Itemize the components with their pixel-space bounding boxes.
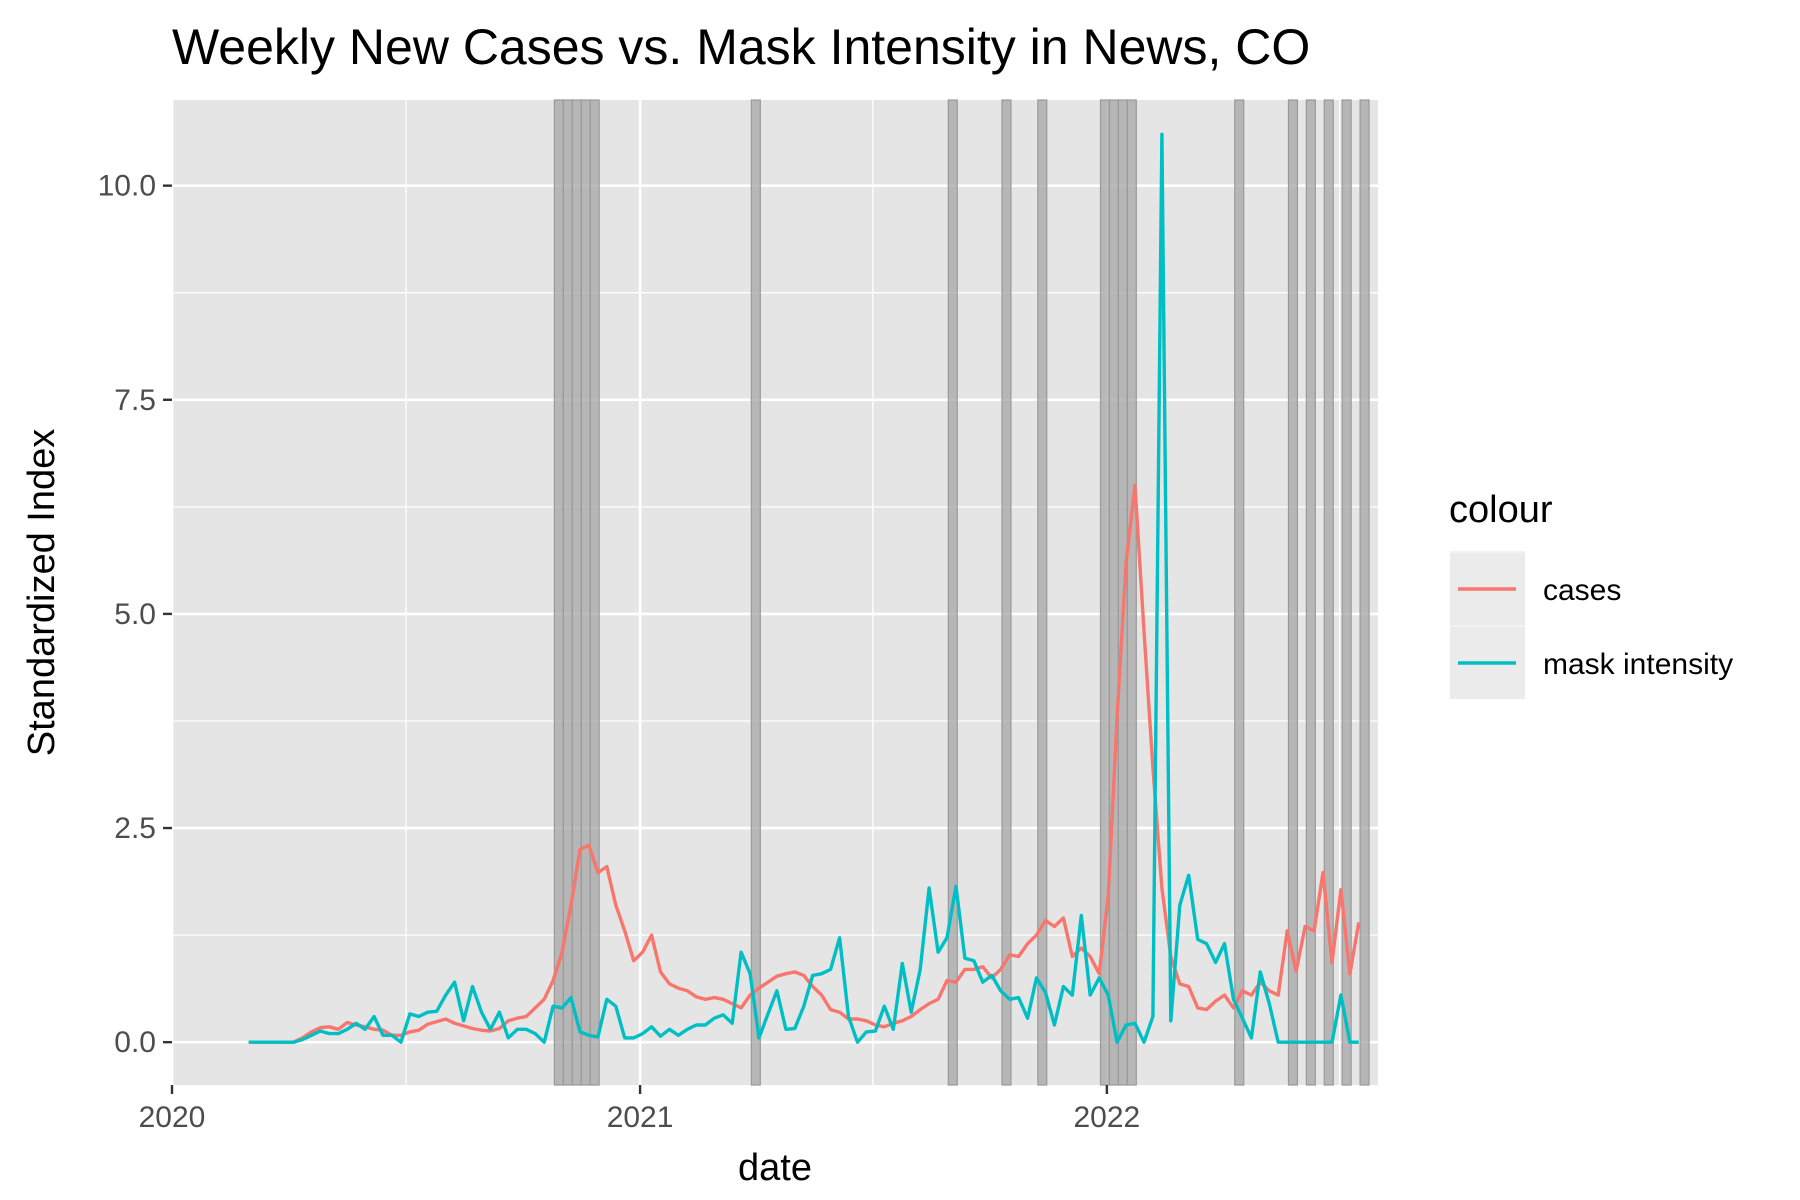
shaded-week-band	[1323, 99, 1334, 1086]
legend-label: mask intensity	[1543, 648, 1733, 681]
series-lines	[248, 132, 1361, 1044]
grid-minor	[172, 100, 1378, 1085]
shaded-week-band	[1108, 99, 1119, 1086]
shaded-week-band	[1037, 99, 1048, 1086]
shaded-week-band	[1305, 99, 1316, 1086]
shaded-week-band	[1341, 99, 1352, 1086]
legend-title: colour	[1449, 489, 1553, 531]
shaded-week-band	[589, 99, 600, 1086]
x-tick-label: 2020	[139, 1101, 206, 1134]
x-tick-label: 2022	[1073, 1101, 1140, 1134]
y-axis: 0.0 2.5 5.0 7.5 10.0	[98, 170, 172, 1059]
series-line-mask-intensity	[248, 132, 1359, 1044]
x-axis: 2020 2021 2022	[139, 1085, 1140, 1134]
y-tick-label: 7.5	[114, 384, 156, 417]
shaded-week-band	[580, 99, 591, 1086]
y-tick-label: 2.5	[114, 812, 156, 845]
shaded-week-band	[1001, 99, 1012, 1086]
legend-label: cases	[1543, 574, 1621, 607]
shaded-week-band	[1359, 99, 1370, 1086]
x-tick-label: 2021	[607, 1101, 674, 1134]
y-tick-label: 10.0	[98, 170, 156, 203]
shaded-week-band	[750, 99, 761, 1086]
x-axis-title: date	[738, 1147, 812, 1189]
chart-title: Weekly New Cases vs. Mask Intensity in N…	[172, 19, 1310, 75]
y-tick-label: 5.0	[114, 598, 156, 631]
y-tick-label: 0.0	[114, 1026, 156, 1059]
shaded-week-band	[553, 99, 564, 1086]
shaded-week-band	[947, 99, 958, 1086]
legend: colour cases mask intensity	[1449, 489, 1733, 699]
shaded-week-band	[1234, 99, 1245, 1086]
shaded-week-band	[1287, 99, 1299, 1086]
shaded-week-band	[571, 99, 582, 1086]
y-axis-title: Standardized Index	[21, 429, 63, 756]
shaded-week-band	[1126, 99, 1137, 1086]
